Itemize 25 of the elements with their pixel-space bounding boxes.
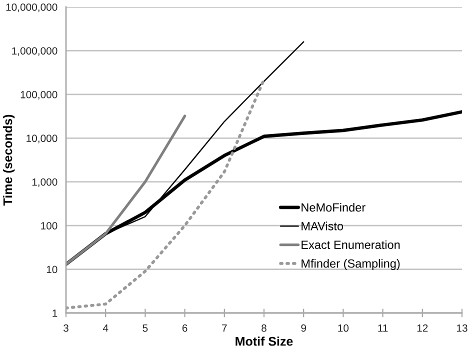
- x-tick-label: 5: [142, 324, 148, 332]
- y-tick-label: 100: [41, 222, 58, 230]
- y-tick-label: 1,000,000: [12, 47, 58, 56]
- x-tick-label: 4: [102, 324, 108, 332]
- x-tick-label: 13: [457, 324, 468, 332]
- legend-label: Exact Enumeration: [302, 240, 400, 250]
- x-tick-label: 9: [301, 324, 306, 332]
- x-tick-label: 10: [338, 324, 349, 332]
- x-axis-title: Motif Size: [236, 336, 293, 346]
- legend-label: Mfinder (Sampling): [302, 259, 400, 270]
- x-tick-label: 11: [378, 324, 388, 332]
- y-tick-label: 1: [52, 310, 58, 317]
- y-tick-label: 10,000,000: [6, 4, 58, 12]
- legend-label: NeMoFinder: [302, 202, 366, 212]
- x-tick-label: 8: [262, 324, 266, 332]
- y-tick-label: 10,000: [26, 134, 58, 144]
- y-tick-label: 1,000: [32, 178, 58, 187]
- legend-label: MAVisto: [302, 222, 344, 230]
- y-tick-label: 100,000: [20, 90, 58, 100]
- x-tick-label: 3: [64, 324, 68, 332]
- x-tick-label: 12: [417, 324, 428, 332]
- y-axis-title: Time (seconds): [3, 114, 15, 206]
- y-tick-label: 10: [46, 266, 58, 274]
- x-tick-label: 7: [222, 324, 227, 332]
- x-tick-label: 6: [182, 324, 188, 332]
